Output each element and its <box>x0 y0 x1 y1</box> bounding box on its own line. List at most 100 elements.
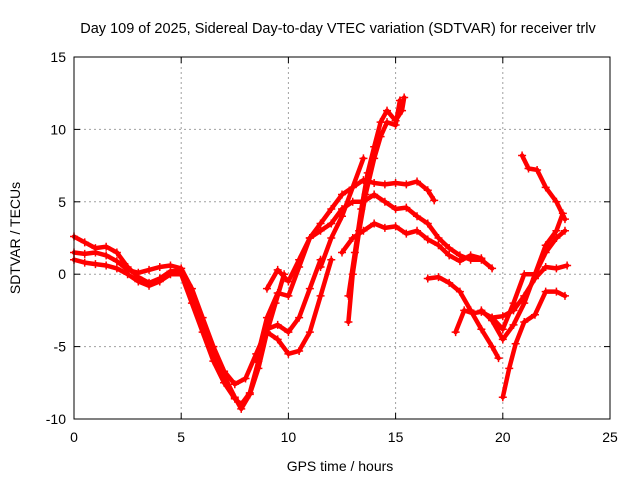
data-point <box>434 241 443 250</box>
data-point <box>398 106 407 115</box>
data-point <box>380 223 389 232</box>
data-point <box>284 349 293 358</box>
data-point <box>273 320 282 329</box>
data-point <box>348 183 357 192</box>
series-trace-5-markers <box>262 190 497 293</box>
data-point <box>552 226 561 235</box>
data-point <box>468 309 477 318</box>
data-point <box>198 313 207 322</box>
x-axis-label: GPS time / hours <box>287 458 394 474</box>
data-point <box>262 284 271 293</box>
y-tick-label: 0 <box>58 266 66 282</box>
data-point <box>102 242 111 251</box>
data-point <box>560 291 569 300</box>
data-point <box>123 270 132 279</box>
data-point <box>295 346 304 355</box>
data-point <box>102 251 111 260</box>
series-trace-14 <box>489 211 566 332</box>
data-point <box>230 380 239 389</box>
y-tick-label: 10 <box>50 121 66 137</box>
x-tick-label: 10 <box>281 429 297 445</box>
data-point <box>518 151 527 160</box>
data-point <box>80 238 89 247</box>
data-point <box>348 197 357 206</box>
y-tick-label: 5 <box>58 194 66 210</box>
data-point <box>316 226 325 235</box>
data-point <box>552 287 561 296</box>
data-point <box>370 142 379 151</box>
data-point <box>488 313 497 322</box>
data-point <box>541 262 550 271</box>
data-point <box>530 310 539 319</box>
data-point <box>327 205 336 214</box>
data-point <box>177 270 186 279</box>
data-point <box>445 251 454 260</box>
data-point <box>541 287 550 296</box>
data-point <box>220 367 229 376</box>
data-point <box>460 306 469 315</box>
data-point <box>524 164 533 173</box>
data-point <box>338 248 346 257</box>
series-trace-15 <box>519 153 568 222</box>
data-point <box>80 258 89 267</box>
data-point <box>327 255 336 264</box>
data-point <box>430 196 439 205</box>
y-tick-label: -10 <box>46 411 66 427</box>
x-tick-label: 0 <box>70 429 78 445</box>
data-point <box>273 335 282 344</box>
data-point <box>112 257 121 266</box>
data-point <box>423 235 432 244</box>
data-point <box>563 261 572 270</box>
data-point <box>455 257 464 266</box>
data-point <box>155 262 164 271</box>
series-trace-6 <box>339 221 484 264</box>
grid-lines <box>74 57 610 419</box>
data-point <box>498 312 507 321</box>
data-point <box>423 219 432 228</box>
data-point <box>237 400 246 409</box>
data-point <box>541 241 550 250</box>
data-point <box>552 197 561 206</box>
data-point <box>102 261 111 270</box>
data-point <box>511 339 520 348</box>
data-point <box>198 328 207 337</box>
data-point <box>370 178 379 187</box>
data-point <box>498 325 507 334</box>
x-tick-label: 15 <box>388 429 404 445</box>
series-layer <box>70 93 572 413</box>
y-tick-label: 15 <box>50 49 66 65</box>
data-point <box>498 393 507 402</box>
data-point <box>445 244 454 253</box>
data-point <box>520 317 529 326</box>
data-point <box>400 93 409 102</box>
series-trace-11 <box>453 263 570 335</box>
data-point <box>316 219 325 228</box>
data-point <box>423 186 432 195</box>
y-axis-label: SDTVAR / TECUs <box>7 182 23 294</box>
data-point <box>477 254 486 263</box>
series-trace-13-markers <box>498 287 569 402</box>
data-point <box>245 388 254 397</box>
data-point <box>370 190 379 199</box>
data-point <box>187 284 196 293</box>
series-trace-6-markers <box>338 219 486 266</box>
data-point <box>252 357 261 366</box>
data-point <box>402 180 411 189</box>
data-point <box>505 364 514 373</box>
data-point <box>273 289 282 298</box>
data-point <box>498 335 507 344</box>
data-point <box>134 268 143 277</box>
data-point <box>383 106 392 115</box>
data-point <box>423 274 432 283</box>
data-point <box>509 320 518 329</box>
data-point <box>344 317 353 326</box>
data-point <box>413 212 422 221</box>
data-point <box>391 178 400 187</box>
y-tick-label: -5 <box>54 339 67 355</box>
series-trace-15-markers <box>518 151 569 224</box>
data-point <box>327 219 336 228</box>
data-point <box>134 277 143 286</box>
data-point <box>316 291 325 300</box>
data-point <box>91 248 100 257</box>
series-trace-5 <box>264 192 495 291</box>
